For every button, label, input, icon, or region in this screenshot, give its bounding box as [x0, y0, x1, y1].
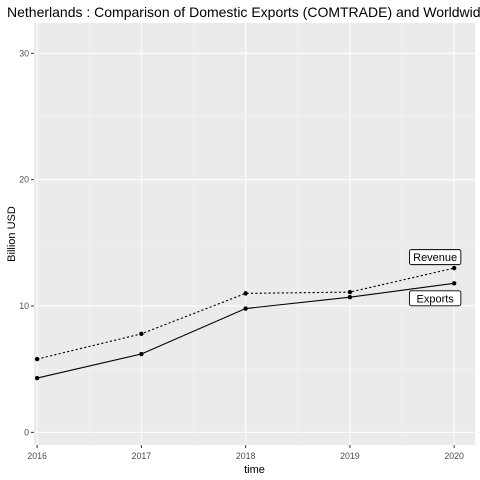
y-axis-title: Billion USD	[6, 206, 18, 262]
x-tick-label: 2020	[444, 451, 464, 461]
exports-point	[139, 351, 144, 357]
chart-title: Netherlands : Comparison of Domestic Exp…	[7, 4, 480, 20]
exports-label: Exports	[408, 290, 462, 307]
exports-point	[243, 306, 248, 311]
exports-label-text: Exports	[417, 293, 455, 305]
revenue-point	[139, 331, 144, 337]
y-tick-label: 0	[24, 427, 29, 437]
revenue-point	[34, 356, 40, 362]
series-points	[34, 265, 457, 381]
plot-panel	[34, 23, 475, 445]
revenue-point	[243, 291, 248, 296]
x-axis-title: time	[244, 464, 265, 476]
revenue-label: Revenue	[408, 249, 462, 266]
exports-point	[347, 294, 353, 300]
x-tick-label: 2016	[27, 451, 47, 461]
exports-point	[34, 375, 40, 381]
x-axis-ticks: 2016 2017 2018 2019 2020	[27, 445, 464, 461]
revenue-point	[347, 289, 353, 295]
x-tick-label: 2019	[340, 451, 360, 461]
revenue-label-box	[408, 249, 462, 266]
y-tick-label: 30	[19, 48, 29, 58]
x-tick-label: 2018	[236, 451, 256, 461]
revenue-line	[36, 267, 455, 360]
y-axis-ticks: 0 10 20 30	[19, 48, 34, 437]
series-labels: Revenue Exports	[408, 249, 462, 307]
major-gridlines	[34, 23, 475, 445]
exports-point	[451, 281, 457, 286]
minor-gridlines	[34, 23, 475, 445]
exports-label-box	[408, 290, 462, 307]
y-tick-label: 20	[19, 175, 29, 185]
y-tick-label: 10	[19, 301, 29, 311]
revenue-point	[451, 265, 457, 271]
x-tick-label: 2017	[132, 451, 152, 461]
revenue-label-text: Revenue	[413, 252, 457, 264]
